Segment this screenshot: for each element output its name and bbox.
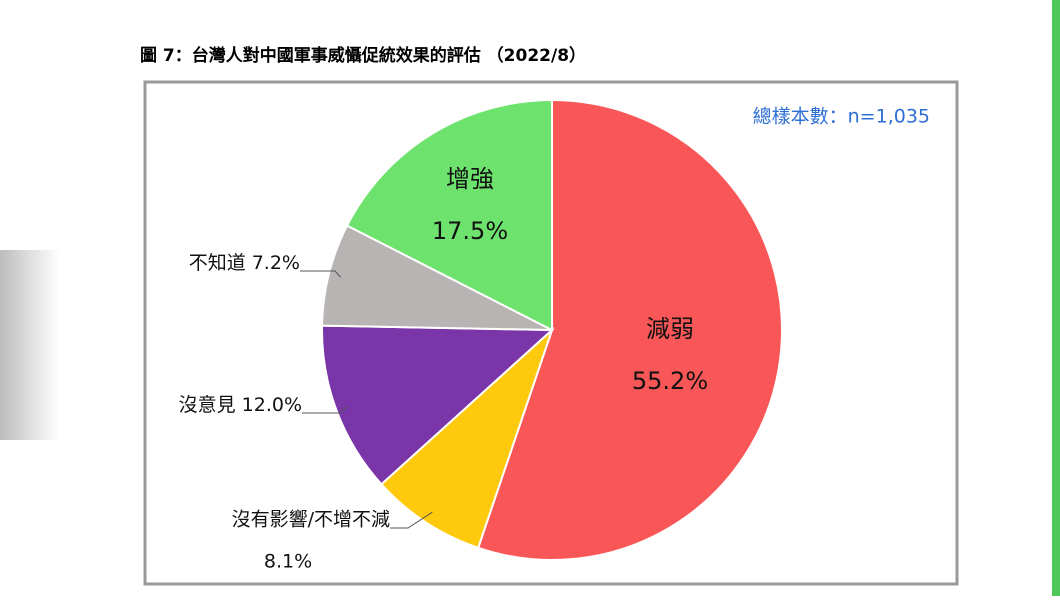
pie-slice xyxy=(321,224,553,331)
slice-value: 55.2% xyxy=(632,367,708,395)
leader-line xyxy=(390,511,433,529)
background-blur xyxy=(0,250,60,440)
pie-slice xyxy=(379,326,555,550)
sample-size: 總樣本數：n=1,035 xyxy=(753,106,930,128)
slice-value: 7.2% xyxy=(252,252,300,274)
leader-line xyxy=(302,406,349,414)
slice-label-group: 不知道 7.2% xyxy=(189,252,300,274)
slice-value: 12.0% xyxy=(242,394,302,416)
slice-value: 8.1% xyxy=(264,551,312,573)
slice-label: 沒有影響/不增不減 xyxy=(232,509,390,531)
slice-label: 減弱 xyxy=(646,315,694,343)
slice-label: 不知道 xyxy=(189,252,246,274)
pie: 減弱 55.2% 沒有影響/不增不減 8.1% 沒意見 12.0% 不知道 7.2% 增強 17.… xyxy=(179,98,783,573)
slice-label-group: 沒意見 12.0% xyxy=(179,394,302,416)
slice-value: 17.5% xyxy=(432,217,508,245)
chart-title: 圖 7：台灣人對中國軍事威懾促統效果的評估 （2022/8） xyxy=(140,45,586,66)
pie-slice xyxy=(321,324,555,486)
edge-stripe xyxy=(1052,0,1060,596)
slice-label: 沒意見 xyxy=(179,394,236,416)
leader-line xyxy=(300,270,341,278)
slice-label: 增強 xyxy=(446,165,494,193)
pie-slice xyxy=(476,98,783,561)
pie-slice xyxy=(345,98,553,332)
